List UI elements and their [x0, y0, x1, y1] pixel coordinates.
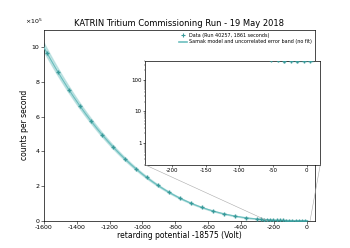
Legend: Data (Run 40257, 1861 seconds), Samak model and uncorrelated error band (no fit): Data (Run 40257, 1861 seconds), Samak mo… — [178, 32, 313, 45]
X-axis label: retarding potential -18575 (Volt): retarding potential -18575 (Volt) — [117, 231, 242, 240]
Title: KATRIN Tritium Commissioning Run - 19 May 2018: KATRIN Tritium Commissioning Run - 19 Ma… — [74, 19, 284, 28]
Y-axis label: counts per second: counts per second — [20, 90, 29, 160]
Text: $\times10^5$: $\times10^5$ — [25, 17, 42, 26]
